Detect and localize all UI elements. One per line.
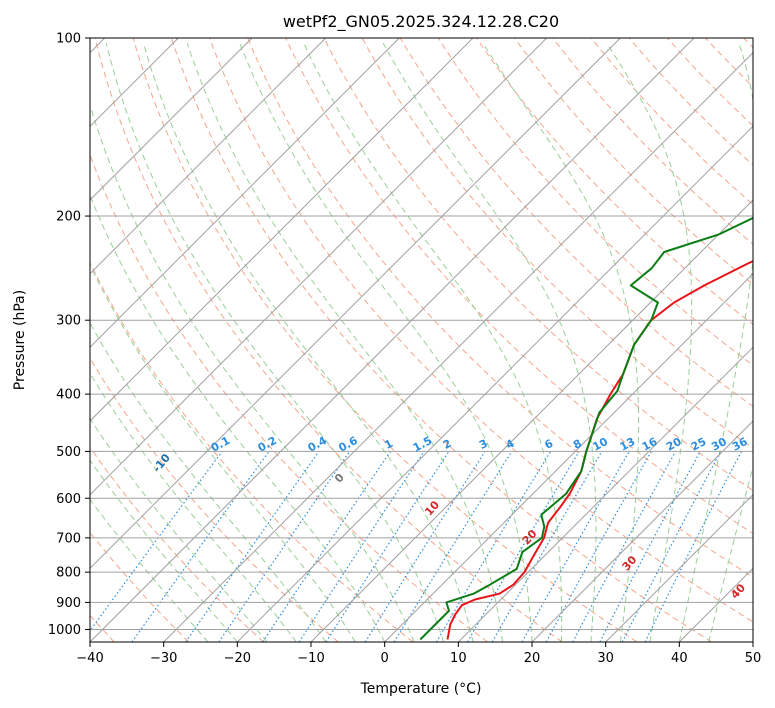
x-tick-label: 0 (381, 651, 389, 666)
moist-adiabat-line (606, 42, 693, 642)
moist-adiabat-line (708, 464, 753, 642)
moist-adiabat-line (90, 263, 356, 642)
y-tick-label: 300 (56, 314, 81, 329)
y-tick-label: 700 (56, 531, 81, 546)
x-tick-label: −40 (76, 651, 103, 666)
mixing-ratio-line (393, 451, 513, 642)
sounding-series (419, 216, 753, 641)
moist-adiabat-line (90, 321, 327, 642)
y-tick-label: 800 (56, 566, 81, 581)
isotherm-line (531, 420, 753, 642)
mixing-ratio-label: 13 (618, 435, 638, 454)
isobars (90, 38, 753, 630)
x-tick-label: −30 (150, 651, 177, 666)
chart-title: wetPf2_GN05.2025.324.12.28.C20 (283, 12, 559, 32)
moist-adiabat-line (239, 42, 533, 642)
x-tick-label: −10 (297, 651, 324, 666)
plot-frame (89, 37, 754, 643)
dry-adiabat-line (247, 38, 753, 578)
isotherm-line (90, 38, 548, 496)
mixing-ratio-line (131, 451, 270, 642)
mixing-ratio-label: 25 (689, 435, 709, 454)
dry-adiabat-line (399, 38, 753, 408)
y-tick-label: 500 (56, 445, 81, 460)
isotherm-line (384, 272, 753, 642)
dry-adiabat-line (94, 38, 563, 642)
mixing-ratio-line (364, 451, 486, 642)
mixing-ratio-label: 36 (730, 435, 750, 454)
moist-adiabat-line (90, 459, 238, 642)
mixing-ratio-line (435, 451, 552, 642)
dry-adiabat-line (476, 38, 753, 326)
isotherm-line (90, 38, 695, 642)
dry-adiabat-line (132, 38, 638, 642)
moist-adiabat-line (90, 498, 209, 642)
y-tick-label: 1000 (48, 623, 81, 638)
isotherm-line (163, 51, 753, 642)
dry-adiabat-line (209, 38, 753, 623)
mixing-ratio-label: 16 (640, 435, 660, 454)
x-tick-label: −20 (224, 651, 251, 666)
mixing-ratio-line (90, 451, 223, 632)
x-axis-label: Temperature (°C) (360, 681, 482, 697)
dry-adiabat-line (514, 38, 753, 285)
x-axis: −40 −30 −20 −10 0 10 20 30 40 50 (76, 642, 761, 666)
moist-adiabat-line (105, 42, 445, 642)
x-tick-label: 20 (524, 651, 541, 666)
mixing-ratio-line (325, 451, 450, 642)
dry-adiabat-line (90, 261, 414, 642)
dry-adiabat-line (590, 38, 753, 206)
x-tick-label: 40 (671, 651, 688, 666)
isotherm-line (457, 346, 753, 642)
mixing-ratio-line (572, 451, 677, 642)
isotherm-line (605, 493, 753, 642)
isotherms (90, 38, 753, 642)
mixing-ratio-label: 10 (590, 435, 610, 454)
x-tick-label: 10 (450, 651, 467, 666)
moist-adiabat-line (678, 42, 753, 642)
mixing-ratio-line (466, 451, 580, 642)
moist-adiabat-line (303, 42, 563, 642)
y-axis-label: Pressure (hPa) (12, 290, 28, 390)
moist-adiabat-line (482, 42, 640, 642)
x-tick-label: 50 (745, 651, 762, 666)
y-tick-label: 400 (56, 388, 81, 403)
y-axis: 100 200 300 400 500 600 700 800 900 1000 (48, 32, 90, 638)
moist-adiabat-line (90, 372, 297, 642)
isotherm-line (90, 38, 253, 201)
isotherm-line (310, 199, 753, 642)
mixing-ratio-line (521, 451, 630, 642)
moist-adiabat-line (142, 42, 474, 642)
mixing-ratio-label: 20 (664, 435, 684, 454)
isotherm-line (90, 38, 327, 275)
moist-adiabat-line (382, 42, 597, 642)
isotherm-line (90, 38, 474, 422)
dewpoint-line (419, 216, 753, 641)
mixing-ratio-line (218, 451, 351, 642)
mixing-ratio-label: 30 (709, 435, 729, 454)
isotherm-line (90, 38, 400, 349)
y-tick-label: 200 (56, 210, 81, 225)
isotherm-line (236, 125, 753, 642)
moist-adiabat-line (186, 42, 503, 642)
isotherm-line (90, 38, 621, 570)
y-tick-label: 900 (56, 596, 81, 611)
mixing-ratio-line (491, 451, 603, 642)
y-tick-label: 600 (56, 492, 81, 507)
dry-adiabat-line (628, 38, 753, 166)
dry-adiabat-line (323, 38, 753, 492)
y-tick-label: 100 (56, 32, 81, 47)
moist-adiabat-line (90, 417, 268, 642)
dry-adiabat-line (170, 38, 712, 642)
x-tick-label: 30 (597, 651, 614, 666)
dry-adiabat-line (90, 446, 264, 642)
